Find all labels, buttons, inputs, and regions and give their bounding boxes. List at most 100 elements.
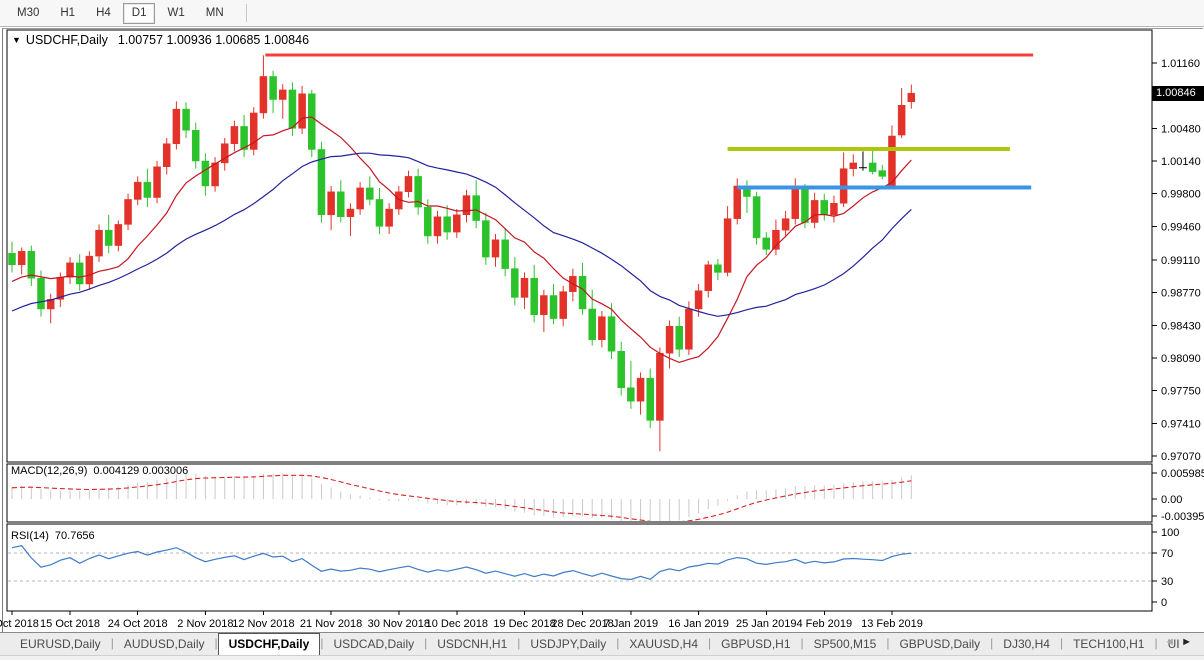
candle-body bbox=[114, 224, 123, 246]
candle-body bbox=[772, 229, 780, 250]
chart-canvas[interactable]: 1.01160 1.00480 1.00140 0.99800 0.99460 0.991… bbox=[0, 28, 1204, 632]
candle-body bbox=[810, 200, 819, 223]
rsi-title: RSI(14) bbox=[11, 530, 49, 542]
candle-body bbox=[346, 208, 355, 217]
candle-body bbox=[636, 377, 645, 402]
macd-values: 0.004129 0.003006 bbox=[93, 465, 189, 477]
price-tick-label: 0.98770 bbox=[1161, 288, 1201, 300]
date-tick-label: 7 Jan 2019 bbox=[604, 618, 658, 630]
chart-dropdown-icon[interactable]: ▼ bbox=[12, 35, 21, 45]
toolbar-separator bbox=[245, 4, 247, 22]
tab-scroll-left-icon[interactable]: ◄ bbox=[1164, 636, 1182, 648]
price-tick-label: 1.00480 bbox=[1161, 123, 1201, 135]
chart-tab-usdcad-daily[interactable]: USDCAD,Daily bbox=[333, 637, 415, 651]
date-tick-label: 19 Dec 2018 bbox=[493, 618, 555, 630]
date-tick-label: 15 Oct 2018 bbox=[40, 618, 100, 630]
rsi-tick-label: 100 bbox=[1161, 527, 1179, 539]
candle-body bbox=[269, 76, 277, 100]
candle-body bbox=[762, 237, 771, 250]
candle-body bbox=[511, 268, 519, 298]
candle-body bbox=[153, 166, 161, 198]
candle-body bbox=[172, 108, 181, 144]
candle-body bbox=[752, 196, 761, 239]
chart-tab-ui[interactable]: UI bbox=[1167, 637, 1180, 651]
tab-separator: | bbox=[1059, 636, 1064, 650]
tab-separator: | bbox=[990, 636, 994, 650]
bottom-strip bbox=[0, 655, 1204, 660]
chart-tab-audusd-daily[interactable]: AUDUSD,Daily bbox=[123, 637, 205, 651]
chart-tab-tech100-h1[interactable]: TECH100,H1 bbox=[1073, 637, 1145, 651]
chart-tab-usdjpy-daily[interactable]: USDJPY,Daily bbox=[530, 637, 607, 651]
price-tick-label: 0.98430 bbox=[1161, 320, 1201, 332]
candle-body bbox=[462, 195, 471, 216]
tab-separator: | bbox=[517, 636, 521, 650]
tab-separator: | bbox=[886, 636, 890, 650]
price-tick-label: 0.99110 bbox=[1161, 255, 1200, 267]
candle-body bbox=[453, 214, 461, 233]
macd-indicator-label: MACD(12,26,9) 0.004129 0.003006 bbox=[11, 465, 188, 477]
timeframe-button-h4[interactable]: H4 bbox=[96, 6, 111, 19]
candle-body bbox=[907, 92, 916, 102]
date-tick-label: 10 Dec 2018 bbox=[426, 618, 488, 630]
timeframe-button-d1[interactable]: D1 bbox=[122, 2, 156, 24]
chart-tab-gbpusd-h1[interactable]: GBPUSD,H1 bbox=[721, 637, 791, 651]
candle-body bbox=[704, 264, 712, 291]
chart-tab-sp500-m15[interactable]: SP500,M15 bbox=[813, 637, 877, 651]
candle-body bbox=[259, 76, 268, 114]
candle-body bbox=[607, 316, 616, 352]
timeframe-button-m30[interactable]: M30 bbox=[17, 6, 40, 19]
candle-body bbox=[182, 108, 190, 131]
price-tick-label: 0.99460 bbox=[1161, 221, 1201, 233]
candle-body bbox=[868, 162, 877, 172]
date-tick-label: 2 Nov 2018 bbox=[177, 618, 233, 630]
tab-scroll-right-icon[interactable]: ► bbox=[1181, 636, 1198, 648]
chart-tab-usdcnh-h1[interactable]: USDCNH,H1 bbox=[437, 637, 508, 651]
candle-body bbox=[414, 176, 422, 208]
chart-tab-gbpusd-daily[interactable]: GBPUSD,Daily bbox=[899, 637, 981, 651]
candle-body bbox=[191, 130, 200, 162]
candle-body bbox=[646, 377, 654, 421]
macd-panel bbox=[6, 463, 1153, 523]
chart-ohlc-values: 1.00757 1.00936 1.00685 1.00846 bbox=[117, 33, 310, 47]
tab-separator: | bbox=[800, 636, 804, 650]
candle-body bbox=[104, 229, 113, 246]
tab-separator: | bbox=[1154, 636, 1158, 650]
price-tick-label: 1.00140 bbox=[1161, 156, 1201, 168]
date-tick-label: 12 Nov 2018 bbox=[232, 618, 294, 630]
chart-tab-eurusd-daily[interactable]: EURUSD,Daily bbox=[20, 637, 101, 651]
date-tick-label: 21 Nov 2018 bbox=[300, 618, 362, 630]
timeframe-button-mn[interactable]: MN bbox=[205, 6, 224, 19]
candle-body bbox=[897, 105, 906, 136]
candle-body bbox=[656, 352, 664, 421]
candle-body bbox=[385, 208, 393, 227]
timeframe-button-h1[interactable]: H1 bbox=[60, 6, 76, 19]
macd-series bbox=[11, 473, 912, 521]
rsi-value: 70.7656 bbox=[54, 530, 95, 542]
tab-separator: | bbox=[424, 636, 428, 650]
date-tick-label: 13 Feb 2019 bbox=[861, 618, 923, 630]
candle-body bbox=[124, 199, 132, 225]
chart-tab-usdchf-daily[interactable]: USDCHF,Daily bbox=[217, 633, 321, 655]
macd-tick-label: -0.003954 bbox=[1161, 511, 1204, 523]
candle-body bbox=[27, 251, 36, 279]
date-tick-label: 4 Feb 2019 bbox=[796, 618, 852, 630]
candle-body bbox=[298, 93, 306, 129]
candle-body bbox=[617, 350, 625, 389]
candle-body bbox=[830, 203, 838, 216]
tab-separator: | bbox=[214, 636, 218, 650]
timeframe-button-w1[interactable]: W1 bbox=[167, 6, 185, 19]
chart-tab-xauusd-h4[interactable]: XAUUSD,H4 bbox=[629, 637, 699, 651]
candle-body bbox=[95, 229, 103, 257]
candle-body bbox=[220, 143, 229, 164]
candle-body bbox=[8, 252, 16, 266]
candle-body bbox=[46, 299, 55, 310]
candle-body bbox=[578, 276, 587, 310]
price-tick-label: 0.97410 bbox=[1161, 418, 1201, 430]
candle-body bbox=[133, 181, 142, 200]
price-tick-label: 1.01160 bbox=[1161, 58, 1200, 70]
candle-body bbox=[694, 290, 703, 310]
candle-body bbox=[85, 255, 94, 285]
chart-tab-dj30-h4[interactable]: DJ30,H4 bbox=[1003, 637, 1050, 651]
tab-separator: | bbox=[110, 636, 114, 650]
tab-separator: | bbox=[320, 636, 324, 650]
